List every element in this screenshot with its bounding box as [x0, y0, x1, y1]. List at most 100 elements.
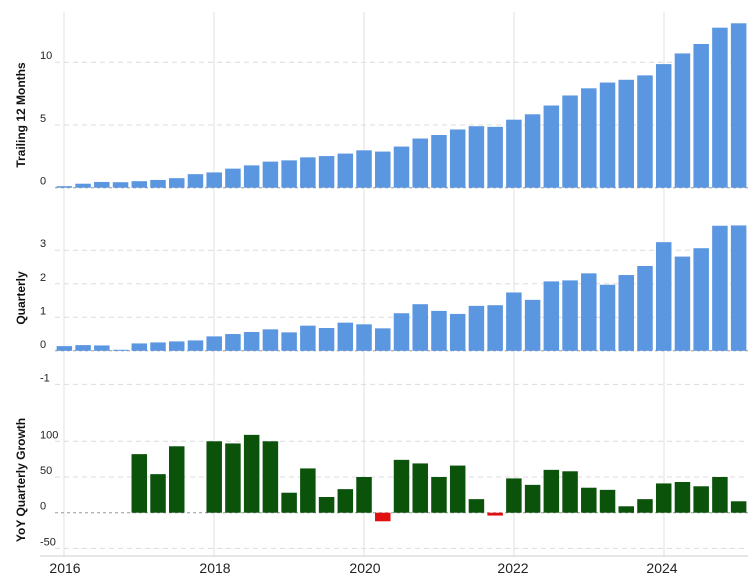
yoy-bar — [431, 477, 447, 513]
quarterly-bar — [506, 292, 522, 351]
trailing-bar — [487, 126, 503, 188]
trailing-bar — [56, 186, 73, 188]
trailing-bar — [318, 156, 335, 188]
quarterly-bar — [356, 324, 372, 351]
yoy-bar — [318, 497, 335, 513]
yoy-bar — [562, 471, 578, 513]
yoy-ytick-label: -50 — [40, 536, 56, 548]
quarterly-bar — [449, 313, 466, 351]
yoy-bar — [693, 486, 709, 513]
trailing-bar — [94, 181, 110, 188]
trailing-bar — [356, 150, 372, 188]
quarterly-bar — [168, 341, 185, 351]
quarterly-bar — [187, 340, 204, 351]
yoy-bar — [150, 474, 166, 513]
trailing-bar — [187, 174, 204, 188]
trailing-bar — [206, 172, 222, 188]
yoy-bar — [712, 477, 728, 513]
trailing-bar — [375, 151, 391, 188]
yoy-bar — [655, 483, 672, 513]
quarterly-bar — [599, 284, 616, 351]
quarterly-bar — [206, 336, 222, 351]
yoy-bar — [599, 489, 616, 513]
trailing-ytick-label: 10 — [40, 50, 52, 62]
quarterly-bar — [243, 332, 260, 351]
yoy-bar — [674, 482, 691, 513]
quarterly-bar — [487, 305, 503, 351]
yoy-bar — [281, 492, 297, 513]
quarterly-bar — [318, 328, 335, 351]
yoy-bar — [581, 487, 597, 513]
trailing-ytick-label: 0 — [40, 176, 46, 188]
trailing-bar — [150, 179, 166, 188]
quarterly-bar — [300, 325, 316, 351]
yoy-bar — [131, 454, 148, 513]
x-tick-label-2020: 2020 — [349, 560, 380, 576]
yoy-bar — [206, 441, 222, 513]
quarterly-bar — [131, 343, 148, 351]
quarterly-bar — [75, 345, 91, 351]
yoy-bar — [337, 489, 354, 513]
trailing-bar — [168, 178, 185, 188]
quarterly-bar — [412, 304, 428, 351]
trailing-bar — [393, 146, 410, 188]
quarterly-bar — [225, 334, 241, 351]
quarterly-bar — [150, 342, 166, 351]
quarterly-bar — [543, 281, 560, 351]
trailing-bar — [225, 168, 241, 188]
quarterly-bar — [655, 242, 672, 351]
quarterly-ytick-label: -1 — [40, 372, 50, 384]
trailing-bar — [281, 160, 297, 188]
trailing-bar — [131, 181, 148, 188]
trailing-ytick-label: 5 — [40, 113, 46, 125]
quarterly-bar — [637, 265, 653, 351]
trailing-bar — [262, 161, 279, 188]
trailing-bar — [674, 53, 691, 188]
trailing-ylabel: Trailing 12 Months — [14, 62, 28, 168]
trailing-bar — [75, 183, 91, 188]
trailing-bar — [637, 75, 653, 188]
yoy-bar — [356, 477, 372, 513]
quarterly-bar — [693, 248, 709, 351]
yoy-ytick-label: 100 — [40, 429, 58, 441]
yoy-bar — [412, 463, 428, 513]
trailing-bar — [543, 105, 560, 188]
trailing-bar — [581, 88, 597, 188]
trailing-bar — [412, 138, 428, 188]
yoy-bar — [243, 434, 260, 513]
quarterly-bar — [524, 299, 541, 351]
trailing-bar — [468, 126, 485, 188]
trailing-bar — [300, 157, 316, 188]
quarterly-ytick-label: 2 — [40, 272, 46, 284]
yoy-bar — [543, 469, 560, 513]
yoy-ytick-label: 50 — [40, 465, 52, 477]
quarterly-ylabel: Quarterly — [14, 271, 28, 325]
quarterly-bar — [337, 322, 354, 351]
trailing-bar — [337, 153, 354, 188]
quarterly-bar — [112, 349, 129, 351]
trailing-bar — [693, 44, 709, 188]
quarterly-bar — [618, 275, 635, 351]
yoy-ylabel: YoY Quarterly Growth — [14, 418, 28, 542]
yoy-bar — [487, 512, 503, 516]
quarterly-bar — [712, 225, 728, 351]
x-tick-label-2022: 2022 — [497, 560, 528, 576]
quarterly-ytick-label: 3 — [40, 238, 46, 250]
trailing-bar — [712, 27, 728, 188]
yoy-ytick-label: 0 — [40, 501, 46, 513]
yoy-bar — [262, 441, 279, 513]
yoy-bar — [506, 478, 522, 513]
trailing-bar — [112, 182, 129, 188]
yoy-bar — [618, 506, 635, 513]
quarterly-ytick-label: 1 — [40, 305, 46, 317]
quarterly-bar — [393, 313, 410, 351]
yoy-bar — [468, 499, 485, 513]
yoy-bar — [524, 484, 541, 513]
yoy-bar — [730, 501, 747, 513]
quarterly-bar — [94, 345, 110, 351]
yoy-bar — [375, 512, 391, 522]
trailing-bar — [449, 129, 466, 188]
quarterly-bar — [375, 328, 391, 351]
